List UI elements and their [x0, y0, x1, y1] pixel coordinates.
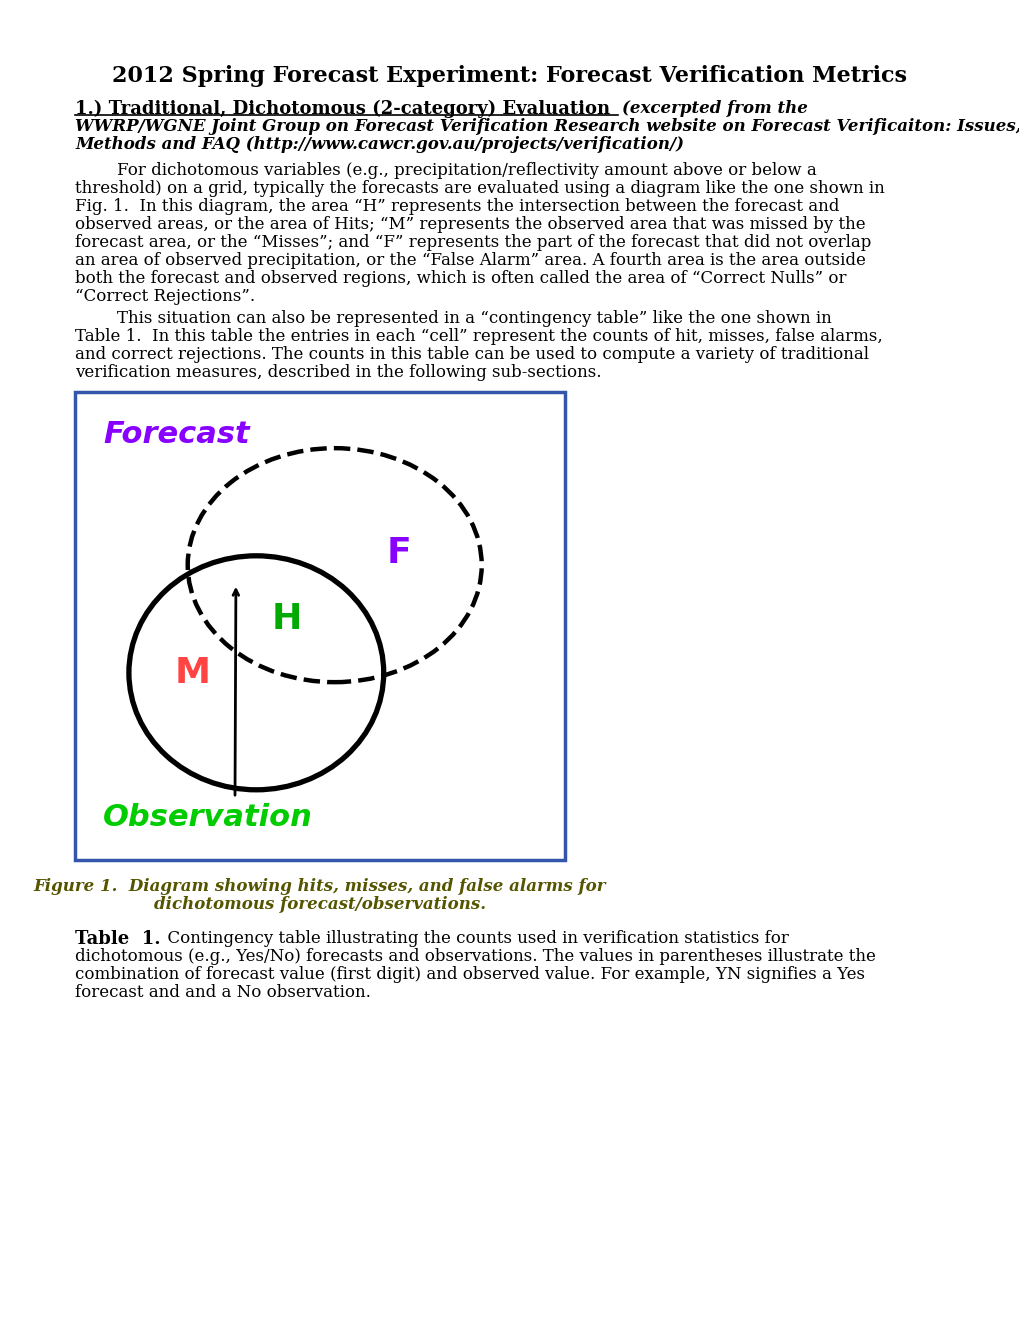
Text: forecast and and a No observation.: forecast and and a No observation.: [75, 983, 371, 1001]
Text: Table  1.: Table 1.: [75, 931, 160, 948]
Text: dichotomous forecast/observations.: dichotomous forecast/observations.: [154, 896, 485, 913]
Text: H: H: [271, 602, 302, 636]
Text: M: M: [174, 656, 210, 690]
Bar: [75, 392, 565, 861]
Text: Forecast: Forecast: [103, 420, 250, 449]
Text: Figure 1.  Diagram showing hits, misses, and false alarms for: Figure 1. Diagram showing hits, misses, …: [34, 878, 605, 895]
Text: both the forecast and observed regions, which is often called the area of “Corre: both the forecast and observed regions, …: [75, 271, 846, 286]
Text: WWRP/WGNE Joint Group on Forecast Verification Research website on Forecast Veri: WWRP/WGNE Joint Group on Forecast Verifi…: [75, 117, 1019, 135]
Text: and correct rejections. The counts in this table can be used to compute a variet: and correct rejections. The counts in th…: [75, 346, 868, 363]
Text: an area of observed precipitation, or the “False Alarm” area. A fourth area is t: an area of observed precipitation, or th…: [75, 252, 865, 269]
Text: Methods and FAQ (http://www.cawcr.gov.au/projects/verification/): Methods and FAQ (http://www.cawcr.gov.au…: [75, 136, 684, 153]
Text: dichotomous (e.g., Yes/No) forecasts and observations. The values in parentheses: dichotomous (e.g., Yes/No) forecasts and…: [75, 948, 875, 965]
Text: verification measures, described in the following sub-sections.: verification measures, described in the …: [75, 364, 601, 381]
Text: This situation can also be represented in a “contingency table” like the one sho: This situation can also be represented i…: [75, 310, 830, 327]
Text: Observation: Observation: [103, 803, 313, 832]
Text: observed areas, or the area of Hits; “M” represents the observed area that was m: observed areas, or the area of Hits; “M”…: [75, 216, 865, 234]
Text: “Correct Rejections”.: “Correct Rejections”.: [75, 288, 255, 305]
Text: F: F: [386, 536, 412, 570]
Text: (excerpted from the: (excerpted from the: [622, 100, 807, 117]
Text: For dichotomous variables (e.g., precipitation/reflectivity amount above or belo: For dichotomous variables (e.g., precipi…: [75, 162, 816, 180]
Text: Fig. 1.  In this diagram, the area “H” represents the intersection between the f: Fig. 1. In this diagram, the area “H” re…: [75, 198, 839, 215]
Text: Contingency table illustrating the counts used in verification statistics for: Contingency table illustrating the count…: [157, 931, 788, 946]
Text: 2012 Spring Forecast Experiment: Forecast Verification Metrics: 2012 Spring Forecast Experiment: Forecas…: [112, 65, 907, 87]
Text: threshold) on a grid, typically the forecasts are evaluated using a diagram like: threshold) on a grid, typically the fore…: [75, 180, 883, 197]
Text: Table 1.  In this table the entries in each “cell” represent the counts of hit, : Table 1. In this table the entries in ea…: [75, 327, 881, 345]
Text: forecast area, or the “Misses”; and “F” represents the part of the forecast that: forecast area, or the “Misses”; and “F” …: [75, 234, 870, 251]
Text: combination of forecast value (first digit) and observed value. For example, YN : combination of forecast value (first dig…: [75, 966, 864, 983]
Text: 1.) Traditional, Dichotomous (2-category) Evaluation: 1.) Traditional, Dichotomous (2-category…: [75, 100, 615, 119]
